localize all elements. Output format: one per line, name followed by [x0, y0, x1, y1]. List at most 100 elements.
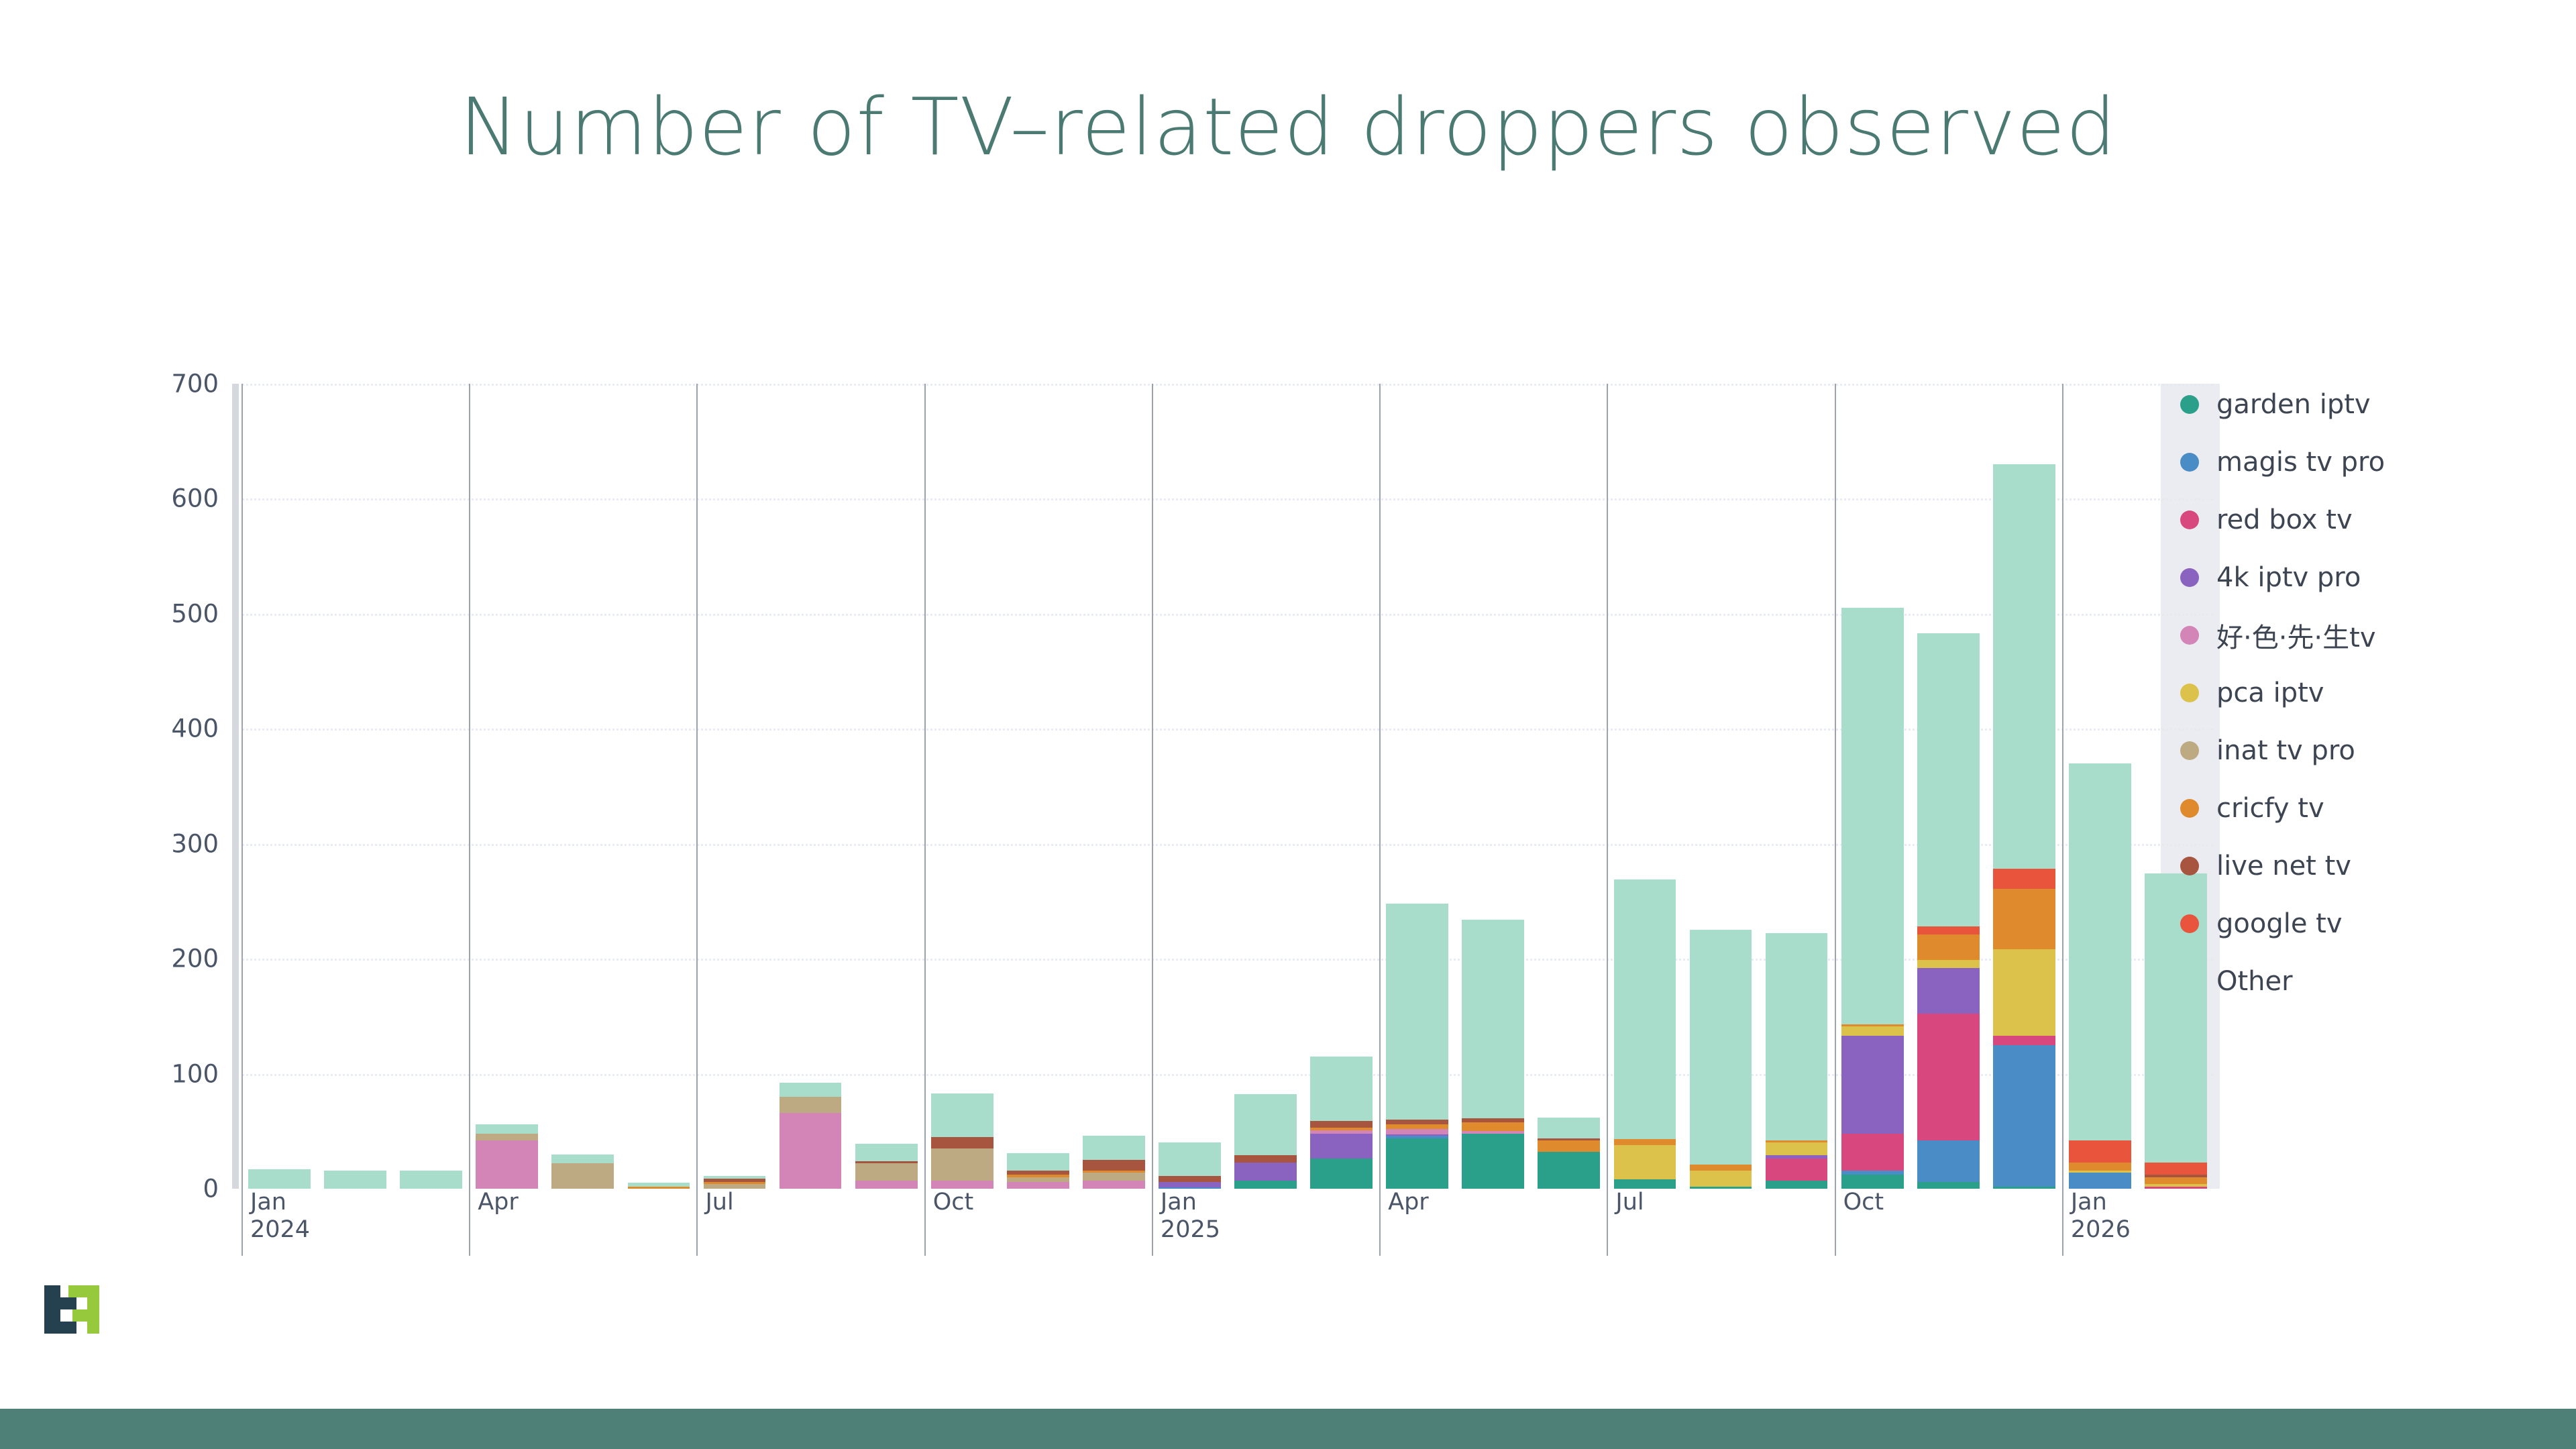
bar-segment[interactable] [1083, 1160, 1145, 1171]
bar-segment[interactable] [1917, 959, 1980, 968]
bar-column[interactable] [248, 1169, 311, 1189]
bar-segment[interactable] [1006, 1152, 1069, 1171]
bar-segment[interactable] [1992, 1036, 2055, 1045]
bar-segment[interactable] [1234, 1162, 1297, 1181]
legend-item-0[interactable]: garden iptv [2180, 376, 2556, 433]
bar-segment[interactable] [1765, 1155, 1828, 1159]
bar-segment[interactable] [930, 1148, 994, 1181]
bar-segment[interactable] [703, 1184, 766, 1189]
bar-segment[interactable] [930, 1136, 994, 1149]
bar-segment[interactable] [1613, 1179, 1676, 1189]
bar-segment[interactable] [1689, 1165, 1752, 1171]
bar-column[interactable] [1310, 1056, 1373, 1189]
bar-segment[interactable] [1689, 930, 1752, 1165]
bar-segment[interactable] [703, 1181, 766, 1185]
bar-segment[interactable] [1689, 1186, 1752, 1189]
bar-segment[interactable] [703, 1178, 766, 1182]
bar-segment[interactable] [1386, 1128, 1449, 1135]
legend-item-7[interactable]: cricfy tv [2180, 780, 2556, 837]
bar-segment[interactable] [2145, 1175, 2207, 1177]
legend-item-4[interactable]: 好·色·先·生tv [2180, 606, 2556, 664]
legend-item-6[interactable]: inat tv pro [2180, 722, 2556, 780]
bar-segment[interactable] [1917, 633, 1980, 927]
bar-segment[interactable] [1386, 1134, 1449, 1136]
bar-column[interactable] [324, 1170, 386, 1189]
bar-segment[interactable] [1917, 1140, 1980, 1182]
bar-segment[interactable] [2069, 1173, 2131, 1189]
bar-segment[interactable] [1841, 608, 1904, 1024]
bar-segment[interactable] [248, 1169, 311, 1189]
bar-segment[interactable] [1841, 1026, 1904, 1036]
bar-segment[interactable] [1310, 1128, 1373, 1130]
bar-segment[interactable] [1310, 1056, 1373, 1121]
bar-segment[interactable] [476, 1140, 539, 1189]
bar-column[interactable] [779, 1083, 842, 1189]
bar-column[interactable] [551, 1154, 614, 1189]
bar-segment[interactable] [2145, 1162, 2207, 1175]
bar-column[interactable] [1765, 933, 1828, 1189]
bar-segment[interactable] [400, 1170, 463, 1189]
bar-segment[interactable] [1765, 1159, 1828, 1181]
bar-segment[interactable] [1234, 1155, 1297, 1163]
bar-segment[interactable] [1992, 464, 2055, 869]
bar-segment[interactable] [1841, 1170, 1904, 1175]
bar-column[interactable] [627, 1183, 690, 1189]
bar-segment[interactable] [1386, 1136, 1449, 1138]
bar-column[interactable] [1462, 919, 1525, 1189]
bar-segment[interactable] [1310, 1133, 1373, 1159]
bar-segment[interactable] [1992, 949, 2055, 1036]
bar-segment[interactable] [1310, 1159, 1373, 1189]
bar-segment[interactable] [1917, 934, 1980, 960]
bar-segment[interactable] [2069, 1170, 2131, 1173]
bar-column[interactable] [1386, 903, 1449, 1189]
bar-segment[interactable] [1917, 1014, 1980, 1141]
bar-segment[interactable] [779, 1083, 842, 1097]
bar-segment[interactable] [551, 1163, 614, 1189]
bar-column[interactable] [476, 1124, 539, 1189]
bar-segment[interactable] [1613, 879, 1676, 1140]
bar-segment[interactable] [1159, 1176, 1221, 1182]
bar-segment[interactable] [1006, 1170, 1069, 1175]
bar-segment[interactable] [855, 1181, 918, 1189]
bar-segment[interactable] [855, 1163, 918, 1181]
bar-segment[interactable] [627, 1183, 690, 1187]
bar-segment[interactable] [1462, 1133, 1525, 1189]
bar-segment[interactable] [476, 1133, 539, 1140]
bar-segment[interactable] [1386, 1138, 1449, 1189]
bar-segment[interactable] [1765, 1140, 1828, 1143]
bar-segment[interactable] [1613, 1139, 1676, 1145]
bar-segment[interactable] [779, 1096, 842, 1113]
bar-segment[interactable] [779, 1112, 842, 1189]
bar-segment[interactable] [855, 1161, 918, 1164]
bar-segment[interactable] [1083, 1170, 1145, 1173]
bar-segment[interactable] [2069, 763, 2131, 1141]
bar-segment[interactable] [1462, 1122, 1525, 1132]
bar-column[interactable] [1159, 1142, 1221, 1189]
bar-segment[interactable] [1992, 1044, 2055, 1187]
bar-segment[interactable] [1917, 1181, 1980, 1189]
bar-segment[interactable] [1006, 1181, 1069, 1189]
bar-segment[interactable] [1841, 1036, 1904, 1134]
bar-segment[interactable] [2069, 1140, 2131, 1163]
bar-column[interactable] [1083, 1136, 1145, 1189]
bar-segment[interactable] [1613, 1144, 1676, 1180]
bar-segment[interactable] [1992, 888, 2055, 950]
bar-segment[interactable] [2145, 1184, 2207, 1187]
bar-segment[interactable] [1006, 1177, 1069, 1182]
bar-segment[interactable] [930, 1181, 994, 1189]
bar-segment[interactable] [1386, 903, 1449, 1120]
bar-segment[interactable] [1386, 1120, 1449, 1125]
bar-column[interactable] [703, 1176, 766, 1189]
bar-segment[interactable] [1538, 1117, 1601, 1138]
bar-segment[interactable] [1538, 1140, 1601, 1152]
bar-column[interactable] [930, 1093, 994, 1189]
bar-segment[interactable] [627, 1186, 690, 1189]
bar-segment[interactable] [1765, 1142, 1828, 1156]
bar-segment[interactable] [1538, 1138, 1601, 1141]
bar-segment[interactable] [1310, 1120, 1373, 1128]
bar-segment[interactable] [1083, 1173, 1145, 1181]
bar-segment[interactable] [1841, 1024, 1904, 1027]
bar-segment[interactable] [1689, 1170, 1752, 1187]
bar-segment[interactable] [1083, 1136, 1145, 1161]
bar-segment[interactable] [1234, 1094, 1297, 1156]
